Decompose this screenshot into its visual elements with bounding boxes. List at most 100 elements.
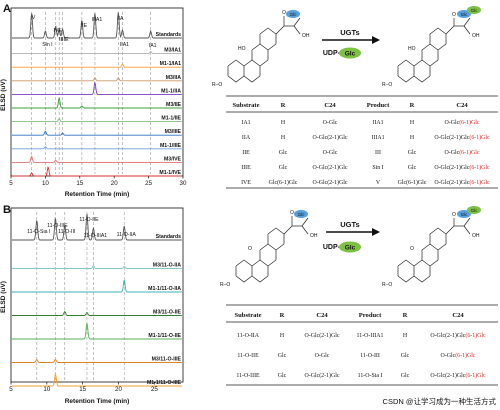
panel-b-product-structure: O R–O OH O Glc Glc — [382, 206, 481, 288]
a-table-cell: H — [281, 120, 286, 126]
a-trace-label: M1-1/IA1 — [160, 61, 181, 67]
a-peak-label: IIE — [81, 23, 88, 29]
panel-b-arrow-enzyme: UGTs — [340, 220, 359, 229]
a-table-cell: IIA1 — [372, 120, 383, 126]
a-table-cell: O-Glc — [323, 150, 338, 156]
a-peak-label: III — [59, 37, 63, 43]
b-peak-label: 11-O-IIE — [79, 217, 99, 223]
b-table-cell-product-c24: O-Glc(2-1)Glc(6-1)Glc — [430, 332, 486, 339]
glc-badge-b-product-2: Glc — [471, 208, 479, 213]
svg-text:HO: HO — [238, 46, 246, 52]
panel-a-x-axis-label: Retention Time (min) — [65, 191, 130, 198]
panel-a-donor-glc: Glc — [345, 51, 356, 58]
b-table-cell: H — [403, 333, 408, 339]
b-table-header: Product — [359, 312, 382, 319]
svg-text:HO: HO — [408, 46, 416, 52]
a-trace-label: M3/IA1 — [164, 48, 181, 54]
b-peak-label: 11-O-IIA — [117, 232, 137, 238]
a-table-cell: H — [410, 120, 415, 126]
a-peak-label: IA1 — [149, 43, 157, 49]
b-table-cell: Glc — [278, 353, 287, 359]
svg-text:O: O — [452, 12, 456, 18]
panel-a-arrow-enzyme: UGTs — [340, 28, 359, 37]
a-table-cell-product-c24: O-Glc(6-1)Glc — [444, 119, 479, 126]
b-table-cell: Glc — [401, 353, 410, 359]
panel-a-table: Substrate R C24 Product R C24 IA1 H O-Glc IIA1 H O… — [226, 95, 498, 189]
a-trace-m1-1-ive — [12, 165, 182, 177]
a-x-tick-label: 5 — [9, 180, 13, 187]
panel-b-donor-prefix: UDP- — [323, 244, 341, 251]
b-table-cell: Glc — [278, 373, 287, 379]
a-trace-standards — [12, 12, 182, 39]
b-trace-m1-1-11-o-iie — [12, 322, 182, 340]
svg-text:O: O — [410, 246, 414, 252]
a-table-cell-product-c24: O-Glc(2-1)Glc(6-1)Glc — [434, 164, 490, 171]
b-peak-label: 11-O-IIIE — [47, 223, 68, 229]
a-table-cell: O-Glc — [323, 120, 338, 126]
panel-a-label: A — [3, 3, 11, 15]
a-table-cell: V — [376, 180, 381, 186]
a-trace-label: Standards — [156, 32, 181, 38]
b-trace-m3-11-o-iia — [12, 265, 182, 269]
a-peak-label: IVE — [54, 28, 63, 34]
b-trace-label: M1-1/11-O-IIA — [148, 286, 181, 292]
b-x-tick-label: 10 — [43, 386, 50, 393]
a-table-cell: IIIE — [241, 165, 251, 171]
a-peak-label: IIA1 — [120, 42, 129, 48]
b-table-cell: H — [280, 333, 285, 339]
svg-text:OH: OH — [302, 33, 310, 39]
a-trace-m1-1-iie — [12, 118, 182, 123]
a-trace-label: M1-1/IIE — [161, 116, 181, 122]
a-trace-label: M1-1/IVE — [159, 170, 181, 176]
a-table-header: Substrate — [232, 102, 259, 109]
svg-text:R–O: R–O — [382, 82, 392, 88]
a-trace-label: M1-1/IIIE — [160, 143, 182, 149]
a-table-header: C24 — [324, 102, 336, 109]
a-trace-m3-ive — [12, 155, 182, 163]
a-trace-label: M3/IVE — [164, 156, 182, 162]
panel-a-donor-prefix: UDP- — [323, 50, 341, 57]
b-trace-label: M3/11-O-IIA — [153, 263, 182, 269]
a-x-tick-label: 20 — [111, 180, 118, 187]
a-trace-m3-ia1 — [12, 51, 182, 55]
b-table-header: C24 — [452, 312, 464, 319]
b-table-cell: O-Glc(2-1)Glc — [304, 332, 339, 339]
b-trace-standards — [12, 213, 182, 241]
a-trace-m1-1-iia — [12, 80, 182, 95]
glc-badge-a-product-2: Glc — [471, 8, 479, 13]
a-table-cell: Glc — [408, 150, 417, 156]
b-trace-m1-1-11-o-iia — [12, 279, 182, 293]
panel-a-product-structure: HO R–O OH O Glc Glc — [382, 6, 481, 88]
panel-b-plot-frame — [10, 207, 184, 383]
a-trace-label: M3/IIIE — [165, 129, 182, 135]
a-table-cell: IIIA1 — [371, 135, 384, 141]
b-table-cell: 11-O-III — [360, 353, 380, 359]
b-trace-m3-11-o-iie — [12, 310, 182, 316]
b-trace-label: Standards — [156, 234, 181, 240]
b-x-tick-label: 5 — [9, 386, 13, 393]
a-peak-label: IIIA1 — [92, 17, 103, 23]
a-table-cell-product-c24: O-Glc(2-1)Glc(6-1)Glc — [434, 134, 490, 141]
a-table-header: R — [410, 102, 415, 109]
glc-badge-a-product-1: Glc — [461, 12, 469, 17]
svg-text:OH: OH — [310, 233, 318, 239]
a-table-cell: Glc(6-1)Glc — [398, 179, 427, 186]
a-table-cell: IVE — [241, 180, 251, 186]
a-peak-label: Sin I — [42, 42, 52, 48]
a-table-header: Product — [367, 102, 390, 109]
panel-a-y-axis-label: ELSD (uV) — [0, 79, 7, 111]
b-table-cell: Glc — [401, 373, 410, 379]
panel-b-x-axis-label: Retention Time (min) — [65, 398, 130, 405]
a-trace-label: M3/IIA — [166, 75, 182, 81]
a-table-cell: Sin I — [372, 165, 383, 171]
a-trace-m3-iia — [12, 77, 182, 82]
b-table-header: Substrate — [234, 312, 261, 319]
b-peak-label: 11-O-III — [58, 229, 75, 235]
a-table-cell: H — [410, 135, 415, 141]
b-table-cell: O-Glc(2-1)Glc — [304, 372, 339, 379]
b-peak-label: 11-O-IIIA1 — [84, 233, 108, 239]
a-table-cell: IIA — [242, 135, 251, 141]
panel-b-substrate-structure: O R–O OH O Glc — [220, 210, 318, 288]
